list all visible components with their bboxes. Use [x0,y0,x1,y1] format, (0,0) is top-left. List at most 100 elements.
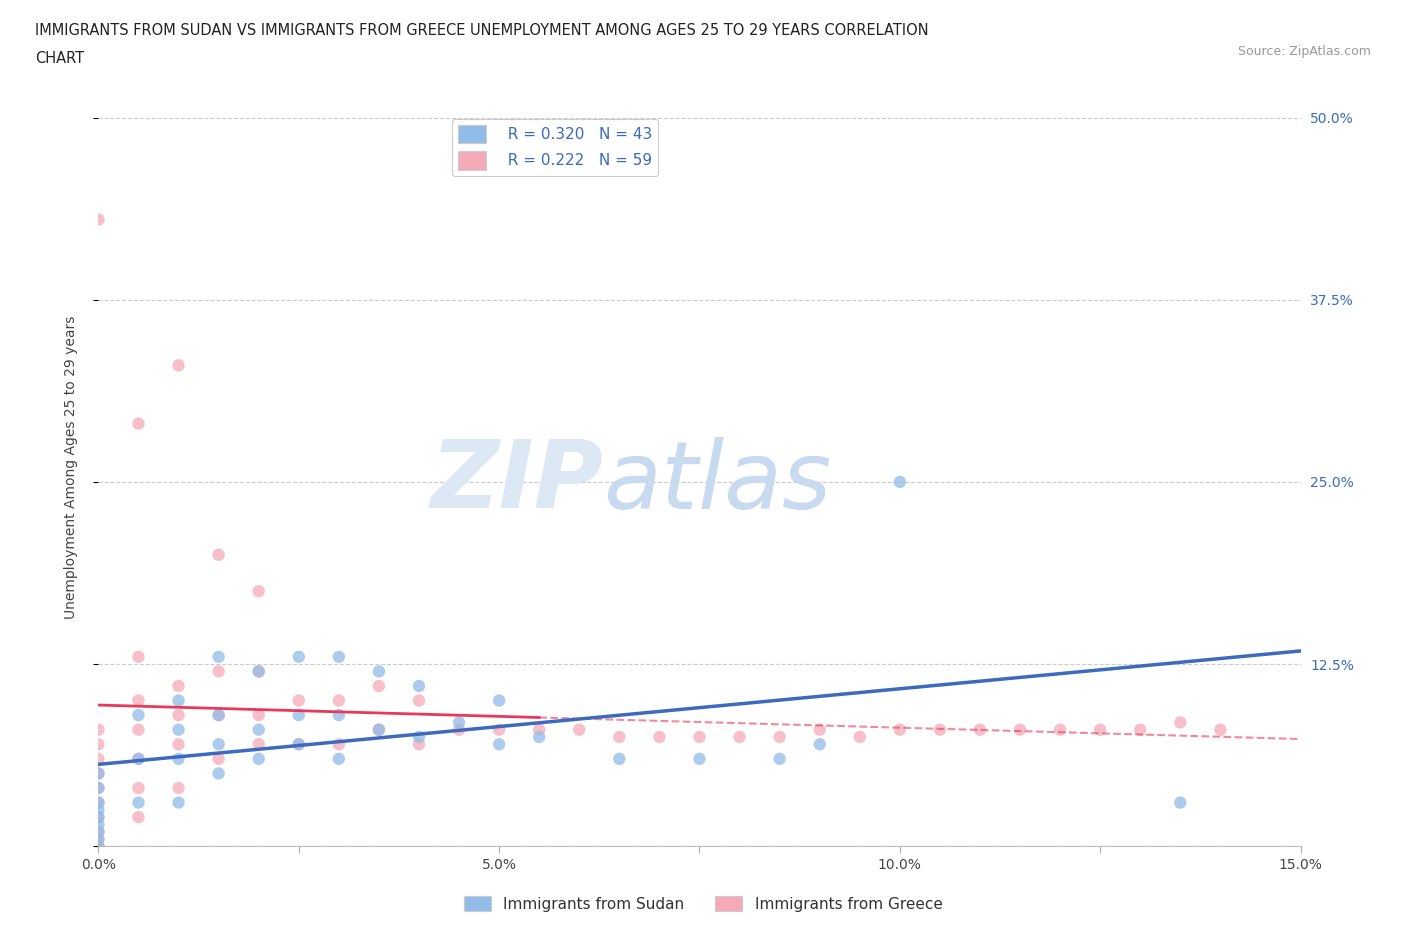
Point [488,723,510,737]
Point [769,751,792,766]
Point [728,729,751,744]
Point [488,737,510,751]
Point [689,751,711,766]
Point [128,751,150,766]
Point [1170,715,1192,730]
Point [408,729,430,744]
Point [128,780,150,795]
Point [167,795,190,810]
Point [128,649,150,664]
Point [929,723,952,737]
Legend: Immigrants from Sudan, Immigrants from Greece: Immigrants from Sudan, Immigrants from G… [457,889,949,918]
Point [208,708,231,723]
Point [849,729,872,744]
Point [87,839,110,854]
Point [689,729,711,744]
Point [609,751,631,766]
Point [1129,723,1152,737]
Point [1088,723,1111,737]
Point [128,708,150,723]
Text: ZIP: ZIP [430,436,603,528]
Point [408,679,430,694]
Point [288,737,311,751]
Point [87,766,110,781]
Point [87,810,110,825]
Point [128,795,150,810]
Point [247,664,270,679]
Point [128,723,150,737]
Point [328,649,350,664]
Point [769,729,792,744]
Point [87,780,110,795]
Point [529,729,551,744]
Point [167,708,190,723]
Point [87,810,110,825]
Point [408,693,430,708]
Point [247,708,270,723]
Point [208,751,231,766]
Point [368,723,391,737]
Point [208,737,231,751]
Point [808,737,831,751]
Point [368,664,391,679]
Point [128,693,150,708]
Y-axis label: Unemployment Among Ages 25 to 29 years: Unemployment Among Ages 25 to 29 years [63,315,77,619]
Point [609,729,631,744]
Point [167,723,190,737]
Point [87,751,110,766]
Point [368,679,391,694]
Point [128,810,150,825]
Point [368,723,391,737]
Text: Source: ZipAtlas.com: Source: ZipAtlas.com [1237,45,1371,58]
Point [889,474,911,489]
Point [529,723,551,737]
Point [87,795,110,810]
Point [328,737,350,751]
Text: CHART: CHART [35,51,84,66]
Point [648,729,671,744]
Point [167,751,190,766]
Point [969,723,991,737]
Point [1049,723,1071,737]
Point [208,548,231,563]
Point [208,664,231,679]
Point [208,649,231,664]
Point [568,723,591,737]
Point [288,649,311,664]
Point [167,780,190,795]
Point [447,723,470,737]
Point [288,693,311,708]
Text: atlas: atlas [603,437,831,528]
Point [889,723,911,737]
Point [128,751,150,766]
Point [1010,723,1032,737]
Point [328,693,350,708]
Point [1170,795,1192,810]
Point [247,751,270,766]
Point [167,679,190,694]
Point [87,831,110,846]
Text: IMMIGRANTS FROM SUDAN VS IMMIGRANTS FROM GREECE UNEMPLOYMENT AMONG AGES 25 TO 29: IMMIGRANTS FROM SUDAN VS IMMIGRANTS FROM… [35,23,929,38]
Point [87,780,110,795]
Point [208,708,231,723]
Point [488,693,510,708]
Point [87,723,110,737]
Point [408,737,430,751]
Point [167,737,190,751]
Point [247,664,270,679]
Point [328,751,350,766]
Point [87,766,110,781]
Point [87,803,110,817]
Point [87,824,110,839]
Point [87,795,110,810]
Point [208,766,231,781]
Legend:   R = 0.320   N = 43,   R = 0.222   N = 59: R = 0.320 N = 43, R = 0.222 N = 59 [453,119,658,176]
Point [87,824,110,839]
Point [288,708,311,723]
Point [128,416,150,431]
Point [447,715,470,730]
Point [87,839,110,854]
Point [247,737,270,751]
Point [288,737,311,751]
Point [167,358,190,373]
